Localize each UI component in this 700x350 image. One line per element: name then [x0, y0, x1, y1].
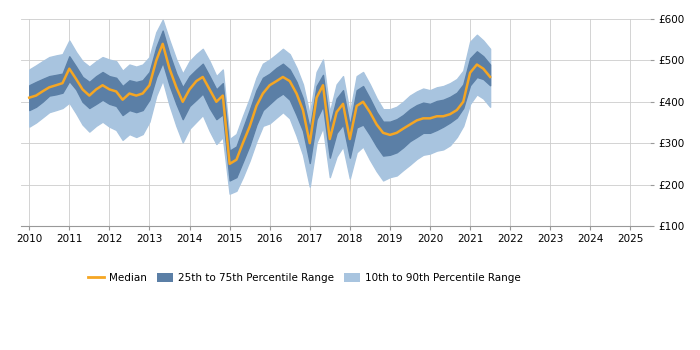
Legend: Median, 25th to 75th Percentile Range, 10th to 90th Percentile Range: Median, 25th to 75th Percentile Range, 1…	[84, 269, 525, 287]
